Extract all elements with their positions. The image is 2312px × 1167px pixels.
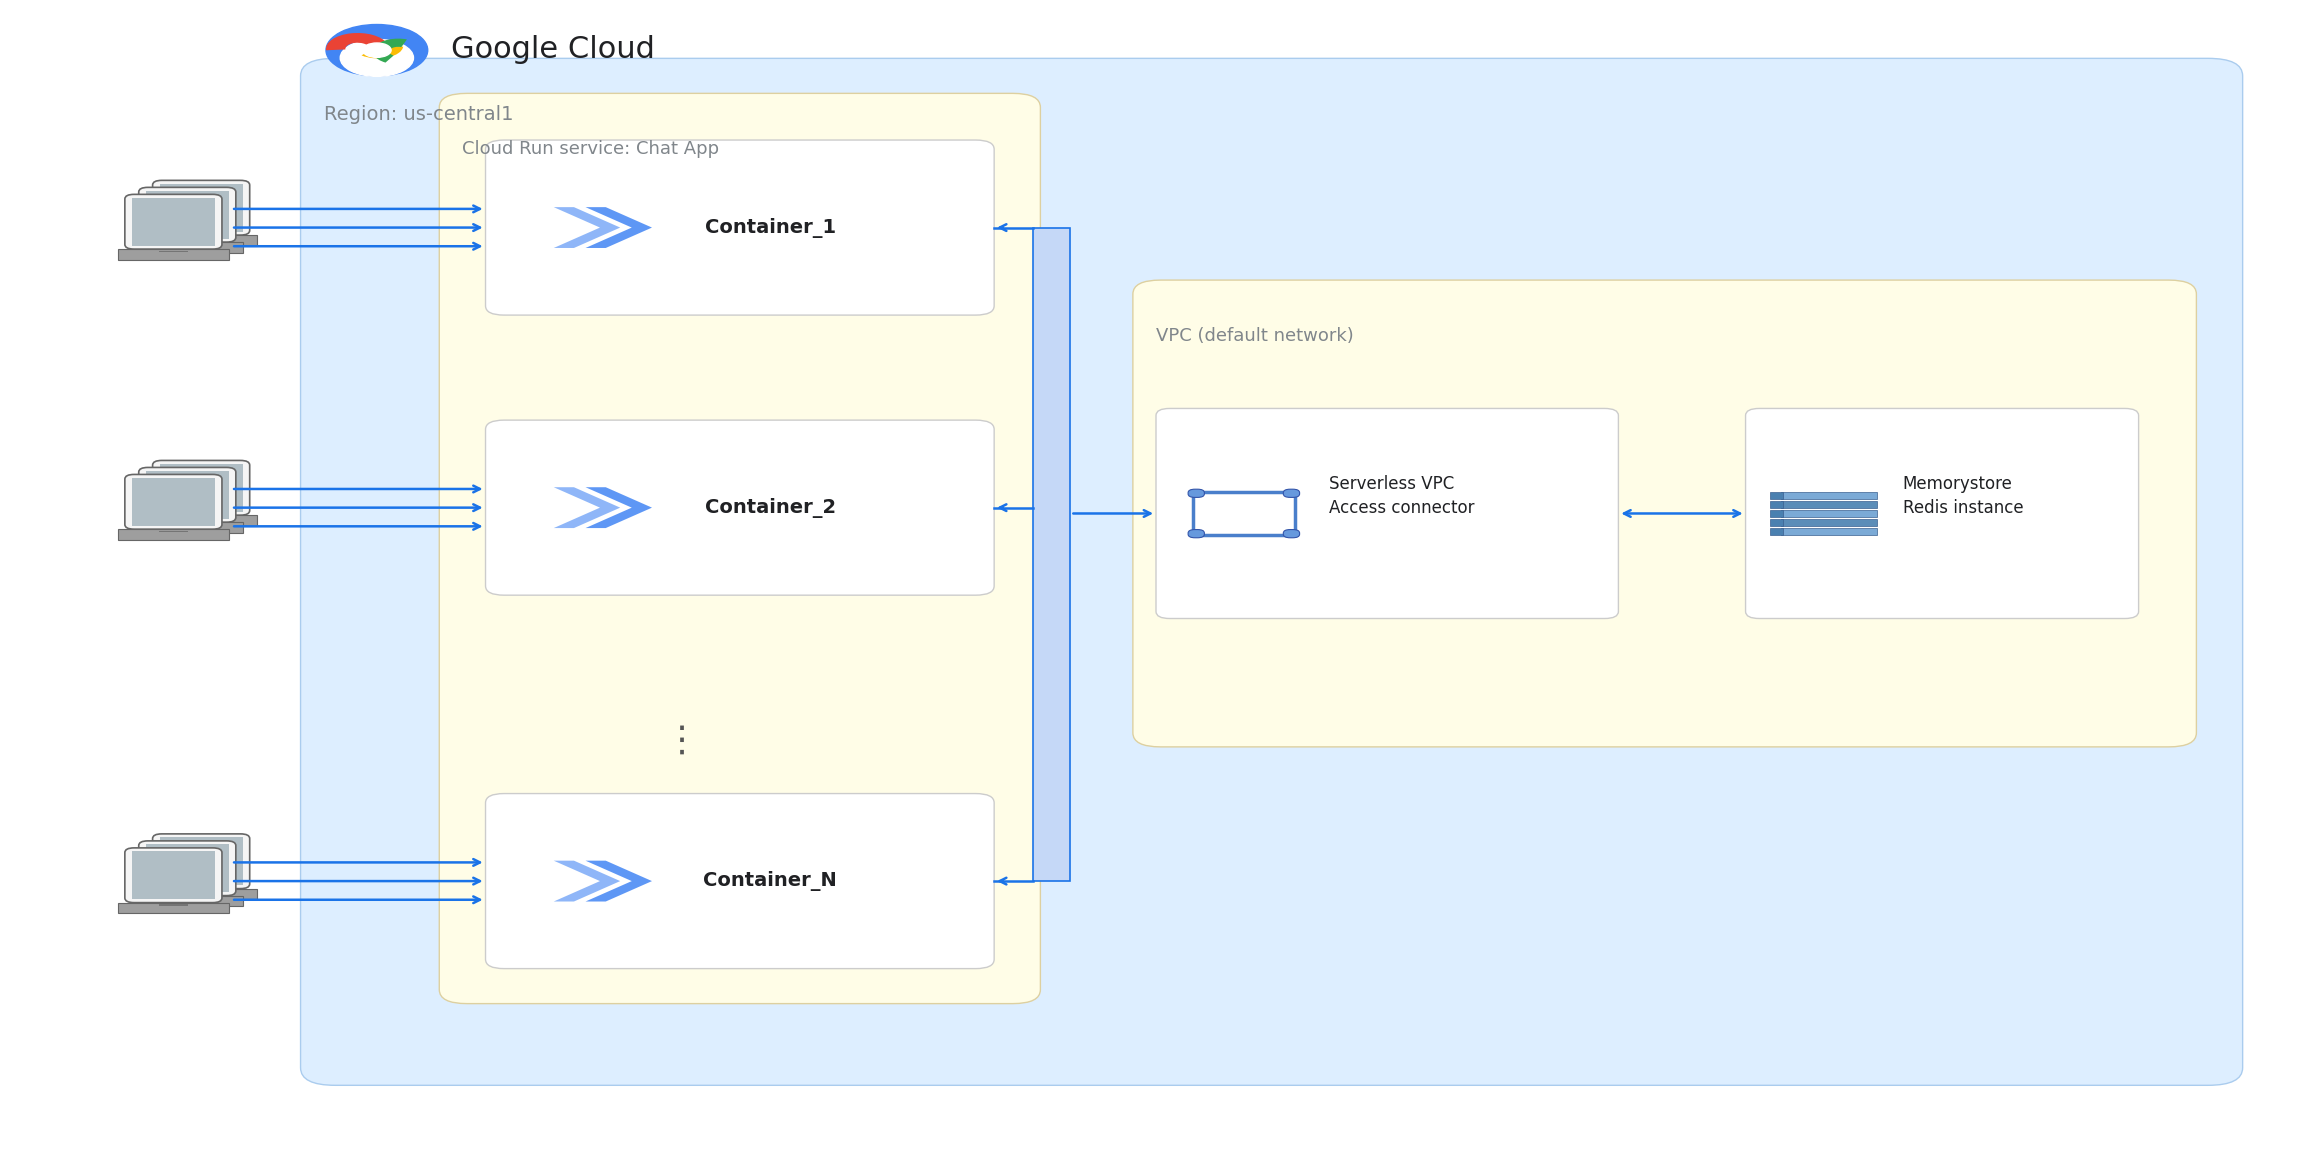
- Wedge shape: [372, 39, 407, 63]
- Bar: [146, 515, 257, 526]
- Text: Container_2: Container_2: [705, 497, 837, 518]
- Polygon shape: [585, 208, 652, 249]
- Wedge shape: [361, 46, 402, 58]
- Text: ⋮: ⋮: [664, 724, 701, 759]
- Text: Container_1: Container_1: [705, 217, 837, 238]
- Text: Serverless VPC
Access connector: Serverless VPC Access connector: [1329, 475, 1475, 517]
- Bar: [160, 184, 243, 231]
- Bar: [173, 244, 201, 245]
- FancyBboxPatch shape: [1188, 530, 1205, 538]
- FancyBboxPatch shape: [153, 181, 250, 235]
- Bar: [132, 242, 243, 253]
- Bar: [1780, 529, 1877, 534]
- Bar: [132, 895, 243, 907]
- Bar: [146, 471, 229, 518]
- Circle shape: [326, 25, 428, 76]
- FancyBboxPatch shape: [1133, 280, 2196, 747]
- FancyBboxPatch shape: [439, 93, 1040, 1004]
- Text: Container_N: Container_N: [703, 871, 837, 892]
- Polygon shape: [585, 861, 652, 901]
- FancyBboxPatch shape: [1283, 530, 1299, 538]
- FancyBboxPatch shape: [301, 58, 2243, 1085]
- Bar: [1193, 491, 1295, 536]
- Bar: [146, 845, 229, 892]
- Polygon shape: [553, 861, 620, 901]
- Bar: [160, 531, 187, 532]
- Text: Memorystore
Redis instance: Memorystore Redis instance: [1903, 475, 2023, 517]
- FancyBboxPatch shape: [486, 794, 994, 969]
- Bar: [1033, 228, 1070, 881]
- Bar: [1771, 501, 1783, 508]
- FancyBboxPatch shape: [486, 140, 994, 315]
- Bar: [173, 524, 201, 525]
- Bar: [132, 478, 215, 525]
- Bar: [132, 522, 243, 533]
- Bar: [146, 888, 257, 900]
- FancyBboxPatch shape: [125, 848, 222, 902]
- Wedge shape: [326, 33, 386, 50]
- Bar: [1771, 529, 1783, 534]
- Bar: [0, 0, 2312, 58]
- Bar: [118, 529, 229, 540]
- FancyBboxPatch shape: [139, 188, 236, 242]
- Bar: [173, 897, 201, 899]
- Bar: [1771, 510, 1783, 517]
- Bar: [160, 464, 243, 511]
- Text: Cloud Run service: Chat App: Cloud Run service: Chat App: [462, 140, 719, 158]
- FancyBboxPatch shape: [139, 841, 236, 895]
- Text: Google Cloud: Google Cloud: [451, 35, 654, 64]
- Bar: [1771, 492, 1783, 498]
- FancyBboxPatch shape: [153, 461, 250, 515]
- Bar: [187, 237, 215, 238]
- Bar: [187, 517, 215, 518]
- Bar: [1771, 519, 1783, 526]
- FancyBboxPatch shape: [153, 834, 250, 888]
- FancyBboxPatch shape: [125, 195, 222, 249]
- Polygon shape: [585, 488, 652, 527]
- FancyBboxPatch shape: [125, 475, 222, 529]
- Bar: [118, 249, 229, 260]
- FancyBboxPatch shape: [1746, 408, 2139, 619]
- Bar: [160, 904, 187, 906]
- Bar: [146, 235, 257, 246]
- FancyBboxPatch shape: [486, 420, 994, 595]
- Bar: [146, 191, 229, 238]
- Polygon shape: [553, 488, 620, 527]
- Bar: [160, 838, 243, 885]
- FancyBboxPatch shape: [1156, 408, 1618, 619]
- Bar: [187, 890, 215, 892]
- Bar: [132, 852, 215, 899]
- FancyBboxPatch shape: [139, 468, 236, 522]
- Bar: [160, 251, 187, 252]
- Bar: [132, 198, 215, 245]
- FancyBboxPatch shape: [1283, 489, 1299, 497]
- Bar: [1780, 510, 1877, 517]
- Bar: [1780, 492, 1877, 498]
- Bar: [118, 902, 229, 914]
- Circle shape: [340, 40, 414, 76]
- Bar: [1780, 501, 1877, 508]
- Circle shape: [363, 43, 391, 57]
- Bar: [1780, 519, 1877, 526]
- Text: VPC (default network): VPC (default network): [1156, 327, 1355, 344]
- Text: Region: us-central1: Region: us-central1: [324, 105, 513, 124]
- Polygon shape: [553, 208, 620, 249]
- FancyBboxPatch shape: [1188, 489, 1205, 497]
